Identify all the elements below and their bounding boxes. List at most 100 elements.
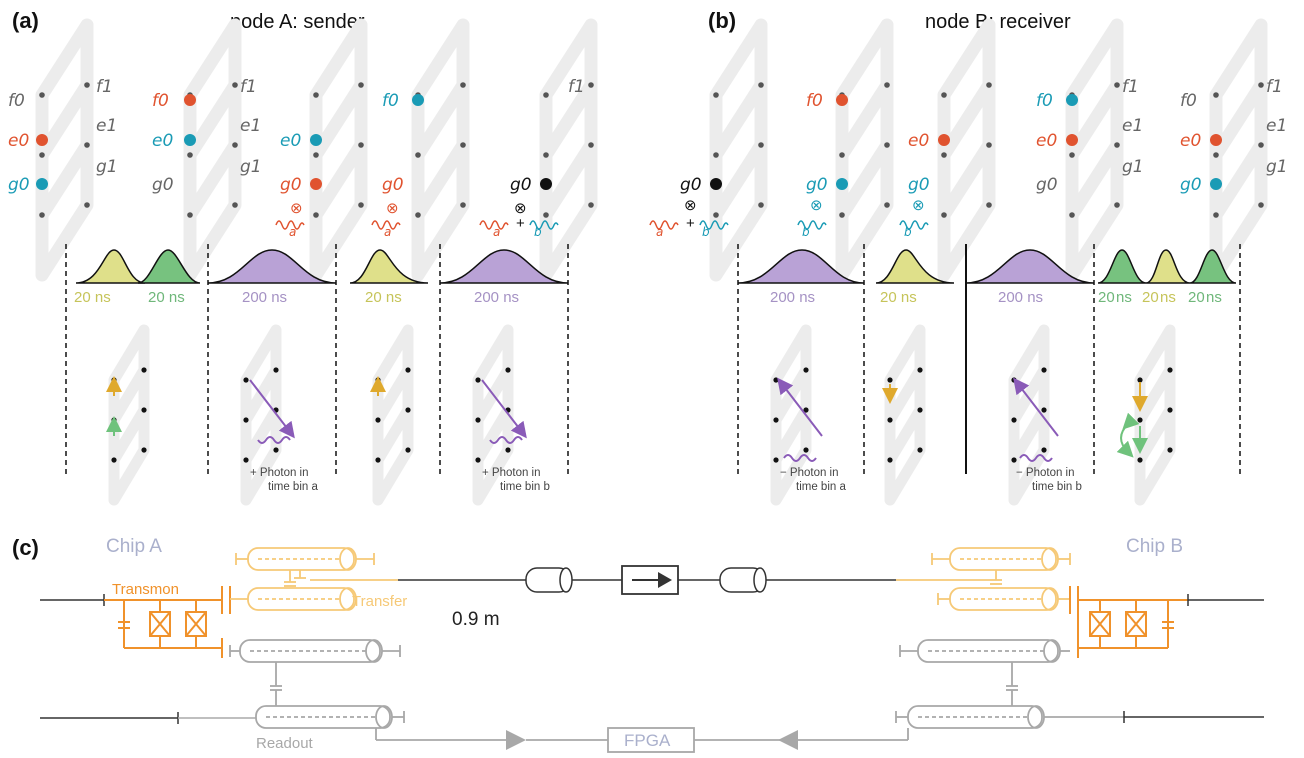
sender-transitions: + Photon in time bin a + Photon in time … xyxy=(111,330,550,500)
panel-a-title: node A: sender xyxy=(230,11,365,33)
transmon-label: Transmon xyxy=(112,581,179,598)
svg-text:e0: e0 xyxy=(152,131,173,151)
svg-text:e0: e0 xyxy=(1180,131,1201,151)
svg-text:e0: e0 xyxy=(280,131,301,151)
svg-text:time bin a: time bin a xyxy=(796,481,846,493)
svg-text:⊗: ⊗ xyxy=(386,200,399,217)
receiver-transitions: − Photon in time bin a − Photon in time … xyxy=(773,330,1172,500)
cable-length: 0.9 m xyxy=(452,609,500,630)
receiver-state-4: f0 e0 g0 f1 e1 g1 xyxy=(1036,25,1144,275)
svg-text:200 ns: 200 ns xyxy=(998,289,1043,306)
receiver-pulse-sequence: 200 ns 20 ns 200 ns 20 ns 20 ns 20 ns xyxy=(737,244,1241,474)
svg-text:f0: f0 xyxy=(382,91,399,111)
svg-text:ns: ns xyxy=(1160,289,1176,306)
svg-text:+ Photon in: + Photon in xyxy=(250,467,309,479)
svg-text:e1: e1 xyxy=(1122,116,1143,136)
svg-text:200 ns: 200 ns xyxy=(770,289,815,306)
svg-text:time bin a: time bin a xyxy=(268,481,318,493)
svg-text:a: a xyxy=(493,225,500,239)
svg-text:g1: g1 xyxy=(96,157,118,177)
svg-text:f0: f0 xyxy=(1036,91,1053,111)
svg-text:g1: g1 xyxy=(240,157,262,177)
receiver-state-1: g0 ⊗ a + b xyxy=(649,25,764,275)
svg-text:g0: g0 xyxy=(1036,175,1058,195)
svg-text:f0: f0 xyxy=(806,91,823,111)
svg-text:⊗: ⊗ xyxy=(912,197,925,214)
svg-text:e0: e0 xyxy=(1036,131,1057,151)
svg-text:+: + xyxy=(686,215,695,232)
circuit-diagram: Chip A Transmon xyxy=(40,536,1264,753)
svg-text:e1: e1 xyxy=(96,116,117,136)
fpga-box: FPGA xyxy=(624,731,671,750)
svg-text:f1: f1 xyxy=(240,77,257,97)
svg-text:f1: f1 xyxy=(568,77,585,97)
transfer-label: Transfer xyxy=(352,593,407,610)
svg-text:g0: g0 xyxy=(680,175,702,195)
svg-text:f1: f1 xyxy=(1122,77,1139,97)
svg-text:⊗: ⊗ xyxy=(514,200,527,217)
svg-text:20: 20 xyxy=(1142,289,1159,306)
svg-text:e0: e0 xyxy=(908,131,929,151)
svg-text:g0: g0 xyxy=(280,175,302,195)
svg-text:f0: f0 xyxy=(1180,91,1197,111)
svg-text:f0: f0 xyxy=(8,91,25,111)
receiver-state-2: f0 g0 ⊗ b xyxy=(797,25,890,275)
svg-text:g0: g0 xyxy=(510,175,532,195)
svg-text:g1: g1 xyxy=(1122,157,1144,177)
svg-text:200 ns: 200 ns xyxy=(474,289,519,306)
panel-a-label: (a) xyxy=(12,8,39,33)
svg-text:a: a xyxy=(656,225,663,239)
chip-b-label: Chip B xyxy=(1126,536,1183,557)
svg-text:g0: g0 xyxy=(382,175,404,195)
sender-state-3: e0 g0 ⊗ a xyxy=(275,25,364,275)
svg-text:f1: f1 xyxy=(96,77,113,97)
svg-text:ns: ns xyxy=(1206,289,1222,306)
sender-pulse-sequence: 20 ns 20 ns 200 ns 20 ns 200 ns xyxy=(65,244,569,474)
svg-text:+ Photon in: + Photon in xyxy=(482,467,541,479)
svg-text:− Photon in: − Photon in xyxy=(780,467,839,479)
svg-text:⊗: ⊗ xyxy=(684,197,697,214)
sender-state-1: f0 e0 g0 xyxy=(8,25,90,275)
svg-text:g0: g0 xyxy=(1180,175,1202,195)
svg-text:time bin b: time bin b xyxy=(500,481,550,493)
svg-text:200 ns: 200 ns xyxy=(242,289,287,306)
sender-state-5: g0 ⊗ a + b f1 xyxy=(479,25,594,275)
panel-b-label: (b) xyxy=(708,8,736,33)
svg-text:b: b xyxy=(802,225,810,239)
svg-text:g0: g0 xyxy=(152,175,174,195)
svg-text:20: 20 xyxy=(1098,289,1115,306)
chip-a-label: Chip A xyxy=(106,536,162,557)
svg-text:20 ns: 20 ns xyxy=(880,289,917,306)
svg-text:20: 20 xyxy=(1188,289,1205,306)
panel-b-title: node B: receiver xyxy=(925,11,1071,33)
svg-text:b: b xyxy=(702,225,710,239)
sender-state-4: f0 g0 ⊗ a xyxy=(371,25,466,275)
svg-text:e0: e0 xyxy=(8,131,29,151)
svg-text:f0: f0 xyxy=(152,91,169,111)
svg-text:g0: g0 xyxy=(908,175,930,195)
svg-text:+: + xyxy=(516,215,525,232)
svg-text:ns: ns xyxy=(1116,289,1132,306)
receiver-state-5: f0 e0 g0 f1 e1 g1 xyxy=(1180,25,1288,275)
svg-text:g1: g1 xyxy=(1266,157,1288,177)
svg-text:e1: e1 xyxy=(240,116,261,136)
svg-text:a: a xyxy=(384,225,391,239)
sender-state-2: f0 e0 g0 f1 e1 g1 f1 e1 g1 xyxy=(96,25,262,275)
svg-text:b: b xyxy=(904,225,912,239)
svg-text:− Photon in: − Photon in xyxy=(1016,467,1075,479)
svg-text:20 ns: 20 ns xyxy=(74,289,111,306)
svg-text:20 ns: 20 ns xyxy=(365,289,402,306)
receiver-state-3: e0 g0 ⊗ b xyxy=(899,25,992,275)
svg-text:time bin b: time bin b xyxy=(1032,481,1082,493)
svg-text:e1: e1 xyxy=(1266,116,1287,136)
svg-text:g0: g0 xyxy=(806,175,828,195)
svg-text:g0: g0 xyxy=(8,175,30,195)
readout-label: Readout xyxy=(256,735,314,752)
svg-text:⊗: ⊗ xyxy=(810,197,823,214)
panel-c-label: (c) xyxy=(12,535,39,560)
svg-text:20 ns: 20 ns xyxy=(148,289,185,306)
svg-text:f1: f1 xyxy=(1266,77,1283,97)
svg-text:a: a xyxy=(289,225,296,239)
svg-text:⊗: ⊗ xyxy=(290,200,303,217)
